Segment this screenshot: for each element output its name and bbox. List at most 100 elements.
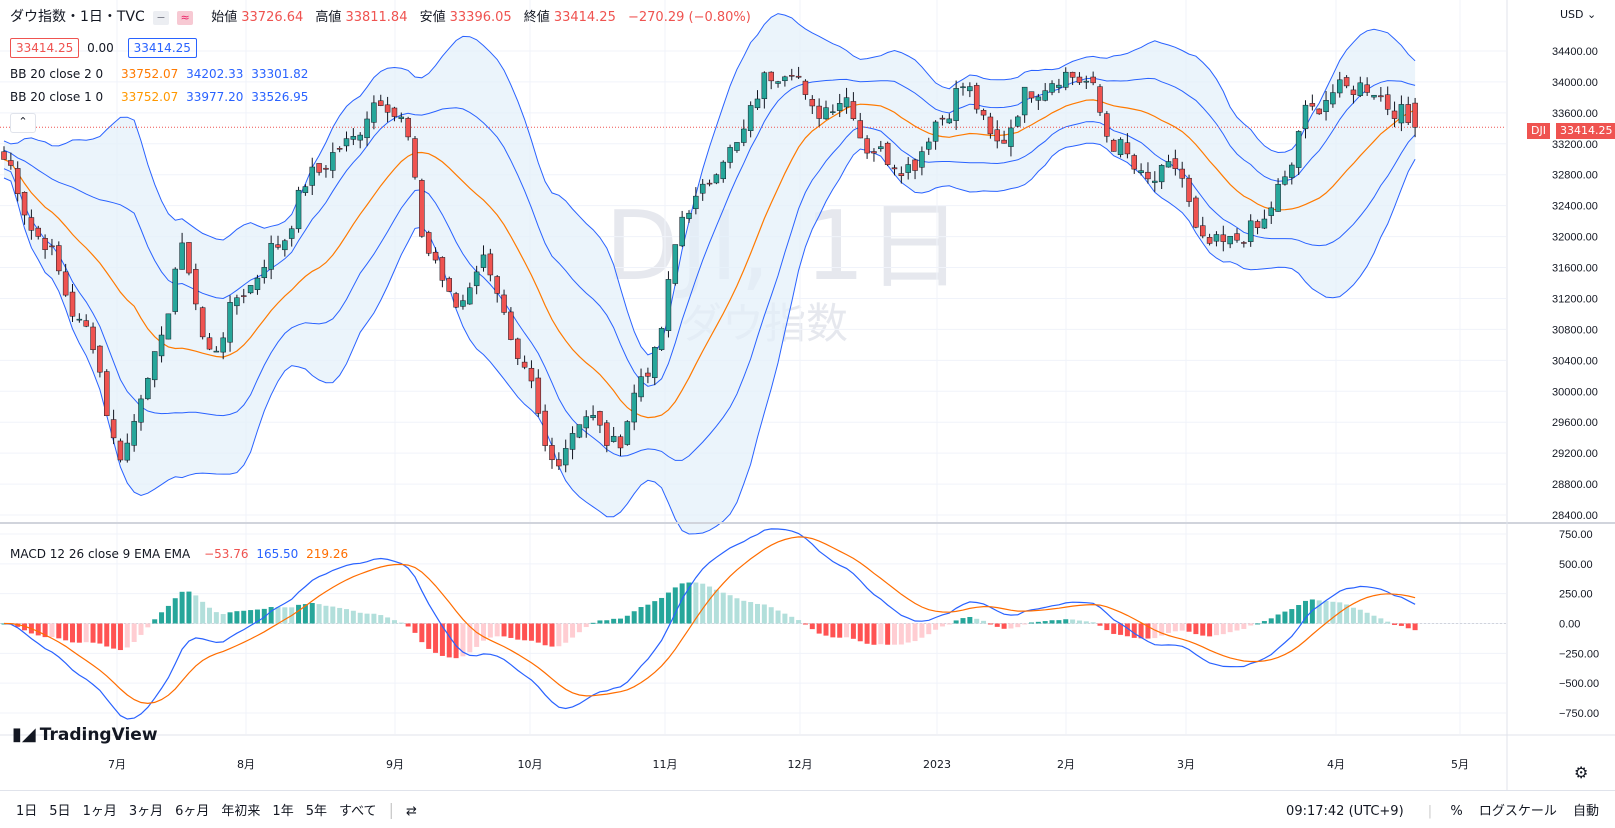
macd-tick-label: 500.00 [1559,559,1593,571]
time-tick-label: 12月 [788,758,813,771]
macd-tick-label: −250.00 [1559,648,1599,660]
candle [378,94,384,107]
macd-hist-bar [974,618,980,624]
candle [932,120,939,150]
macd-hist-bar [933,623,939,630]
macd-hist-bar [1213,623,1219,636]
candle [1309,94,1316,111]
macd-hist-bar [624,615,630,624]
settings-gear-icon[interactable]: ⚙ [1574,763,1589,782]
candle [569,426,576,460]
candle [69,284,76,323]
candle [1104,111,1110,143]
macd-hist-bar [385,617,391,624]
macd-hist-bar [1118,623,1124,635]
candle [193,263,199,311]
macd-hist-bar [63,623,69,641]
symbol-title[interactable]: ダウ指数・1日・TVC [10,9,145,25]
candle [535,369,542,417]
macd-hist-bar [789,616,795,624]
candle [124,433,131,463]
wave-icon[interactable]: ≈ [177,10,194,25]
candle [1090,71,1096,86]
candle [316,163,322,176]
macd-hist-bar [1207,623,1213,637]
candle [138,394,144,431]
ohlc-high: 高値 33811.84 [315,10,408,25]
symbol-tag: DJI [1527,123,1550,139]
macd-hist-bar [576,623,582,633]
tradingview-logo[interactable]: ▮◢ TradingView [12,724,158,745]
time-axis[interactable]: 7月 8月 9月 10月 11月 12月 2023 2月 3月 4月 5月 [108,758,1469,771]
timeframe-0-button[interactable]: 1日 [16,804,38,819]
macd-legend[interactable]: MACD 12 26 close 9 EMA EMA −53.76 165.50… [10,547,349,561]
price-tick-label: 29200.00 [1552,448,1598,460]
candle [62,263,69,297]
candle [241,288,247,304]
candle [1234,228,1240,243]
macd-hist-bar [734,598,740,624]
macd-hist-bar [248,610,254,624]
ask-price[interactable]: 33414.25 [127,38,197,58]
bb2-lower-line [3,142,1416,535]
macd-tick-label: −500.00 [1559,678,1599,690]
candle [439,256,446,288]
candle [809,95,816,115]
timeframe-4-button[interactable]: 6ヶ月 [175,804,210,819]
macd-hist-bar [741,600,747,624]
timeframe-6-button[interactable]: 1年 [272,804,294,819]
candle [1405,96,1411,125]
macd-hist-bar [1371,615,1377,624]
price-tick-label: 30000.00 [1552,386,1598,398]
candle [528,360,535,389]
macd-hist-bar [1392,623,1398,625]
timeframe-1-button[interactable]: 5日 [49,804,71,819]
timeframe-2-button[interactable]: 1ヶ月 [82,804,117,819]
macd-hist-bar [1248,623,1254,626]
macd-hist-bar [350,610,356,624]
collapse-legend-button[interactable]: ⌃ [10,113,36,133]
percent-scale-button[interactable]: % [1450,804,1463,819]
candle [234,294,240,315]
macd-hist-bar [590,622,596,624]
visibility-toggle[interactable]: − [152,10,169,25]
candle [1316,108,1322,115]
timeframe-8-button[interactable]: すべて [338,804,377,819]
candle [768,71,774,90]
compare-icon[interactable]: ⇄ [405,804,417,819]
candle [960,82,966,96]
price-chart[interactable]: 28400.00 28800.00 29200.00 29600.00 30000.00… [0,0,1615,790]
timeframe-3-button[interactable]: 3ヶ月 [128,804,164,819]
candles [1,66,1418,473]
candle [288,225,295,247]
candle [973,82,980,114]
candle [665,271,672,338]
macd-hist-bar [412,623,418,633]
macd-tick-label: −750.00 [1559,708,1599,720]
price-tick-label: 34000.00 [1552,77,1598,89]
candle [1117,137,1124,158]
candle [1042,83,1048,102]
macd-hist-bar [912,623,918,642]
macd-hist-bar [1063,619,1069,624]
bb2-legend[interactable]: BB 20 close 1 0 33752.07 33977.20 33526.… [10,90,309,104]
timeframe-7-button[interactable]: 5年 [305,804,327,819]
auto-scale-button[interactable]: 自動 [1572,804,1599,819]
macd-hist-bar [309,603,315,624]
price-axis[interactable]: 28400.00 28800.00 29200.00 29600.00 30000.00… [1552,46,1599,720]
log-scale-button[interactable]: ログスケール [1478,804,1557,819]
candle [727,144,733,169]
candle [617,434,624,456]
candle [425,230,432,257]
timeframe-5-button[interactable]: 年初来 [221,804,261,819]
bid-price[interactable]: 33414.25 [10,38,80,58]
candle [590,405,596,421]
macd-tick-label: 0.00 [1559,619,1580,631]
currency-selector[interactable]: USD ⌄ [1560,8,1597,21]
bb1-legend[interactable]: BB 20 close 2 0 33752.07 34202.33 33301.… [10,67,309,81]
timeframe-buttons: 1日 5日 1ヶ月 3ヶ月 6ヶ月 年初来 1年 5年 すべて | ⇄ [10,798,423,821]
candle [432,247,439,264]
candle [1028,91,1035,103]
macd-hist-bar [1316,600,1322,624]
candle [487,248,494,282]
